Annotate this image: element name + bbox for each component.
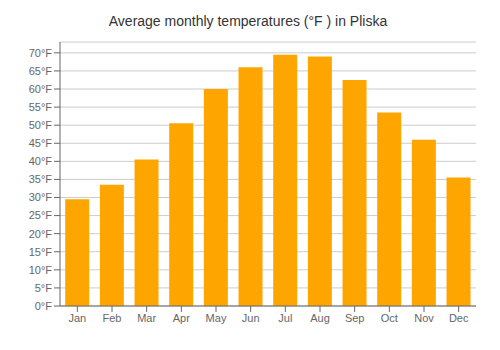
svg-text:Jan: Jan [68,312,86,324]
svg-text:Aug: Aug [310,312,330,324]
svg-text:Dec: Dec [449,312,469,324]
svg-text:Nov: Nov [414,312,434,324]
svg-text:45°F: 45°F [29,137,53,149]
svg-text:30°F: 30°F [29,191,53,203]
svg-text:65°F: 65°F [29,65,53,77]
svg-text:Oct: Oct [381,312,398,324]
svg-text:Apr: Apr [173,312,190,324]
svg-text:Mar: Mar [137,312,156,324]
html-text:Average monthly temperatures (: Average monthly temperatures (°F ) in Pl… [108,13,388,29]
svg-text:5°F: 5°F [35,282,53,294]
svg-text:Jul: Jul [278,312,292,324]
svg-text:60°F: 60°F [29,83,53,95]
svg-text:0°F: 0°F [35,300,53,312]
svg-text:25°F: 25°F [29,209,53,221]
svg-text:Jun: Jun [242,312,260,324]
svg-text:50°F: 50°F [29,119,53,131]
svg-text:Sep: Sep [345,312,365,324]
svg-text:35°F: 35°F [29,173,53,185]
svg-text:20°F: 20°F [29,228,53,240]
svg-text:70°F: 70°F [29,47,53,59]
svg-text:Feb: Feb [103,312,122,324]
svg-text:40°F: 40°F [29,155,53,167]
svg-text:15°F: 15°F [29,246,53,258]
svg-text:10°F: 10°F [29,264,53,276]
svg-text:55°F: 55°F [29,101,53,113]
svg-text:May: May [206,312,227,324]
